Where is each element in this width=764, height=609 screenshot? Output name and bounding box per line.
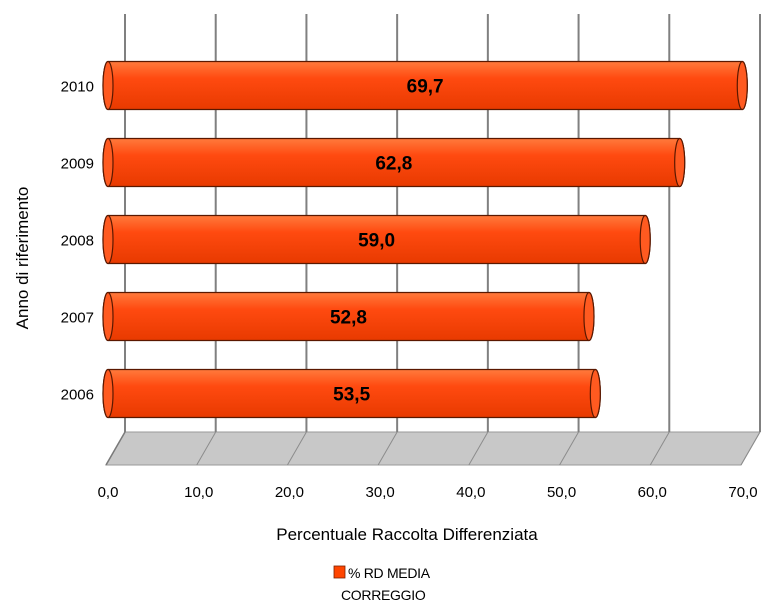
x-tick-label: 40,0 [456,484,485,501]
y-tick-label: 2008 [61,233,94,250]
bar-end-cap [589,368,601,419]
y-tick-label: 2006 [61,387,94,404]
chart-floor [105,431,761,466]
legend-swatch [333,565,346,579]
bar-2008: 59,0 [102,214,651,265]
bar-left-cap [102,214,114,265]
bars: 53,5 52,8 59,0 62,8 69,7 [102,60,748,419]
data-label: 53,5 [333,385,370,406]
floor-gridline [377,431,398,466]
bar-end-cap [674,137,686,188]
bar-left-cap [102,137,114,188]
data-label: 52,8 [330,308,367,329]
y-tick-label: 2009 [61,156,94,173]
floor-gridline [649,431,670,466]
floor-gridline [559,431,580,466]
data-label: 59,0 [358,231,395,252]
bar-left-cap [102,368,114,419]
floor-gridline [196,431,217,466]
x-tick-label: 0,0 [98,484,119,501]
x-tick-label: 60,0 [638,484,667,501]
data-label: 69,7 [407,77,444,98]
bar-left-cap [102,291,114,342]
bar-end-cap [639,214,651,265]
floor-gridline [468,431,489,466]
floor-gridline [740,431,761,466]
y-axis-title: Anno di riferimento [13,187,32,330]
floor-plane [105,431,761,466]
floor-gridline [286,431,307,466]
floor-left-edge [105,431,126,466]
data-label: 62,8 [375,154,412,175]
x-tick-label: 50,0 [547,484,576,501]
axis-ticks: 2006 2007 2008 2009 2010 0,0 10,0 20,0 30,0 40,0 5… [61,79,758,502]
bar-2010: 69,7 [102,60,748,111]
legend-label-line-2: CORREGGIO [341,587,426,603]
bar-end-cap [736,60,748,111]
bar-2007: 52,8 [102,291,595,342]
x-tick-label: 70,0 [728,484,757,501]
y-tick-label: 2007 [61,310,94,327]
bar-2009: 62,8 [102,137,686,188]
legend: % RD MEDIA CORREGGIO [333,565,431,603]
y-tick-label: 2010 [61,79,94,96]
x-tick-label: 30,0 [366,484,395,501]
x-axis-title: Percentuale Raccolta Differenziata [276,525,538,544]
x-tick-label: 20,0 [275,484,304,501]
bar-end-cap [583,291,595,342]
x-tick-label: 10,0 [184,484,213,501]
bar-left-cap [102,60,114,111]
bar-2006: 53,5 [102,368,601,419]
legend-label-line-1: % RD MEDIA [348,565,431,581]
